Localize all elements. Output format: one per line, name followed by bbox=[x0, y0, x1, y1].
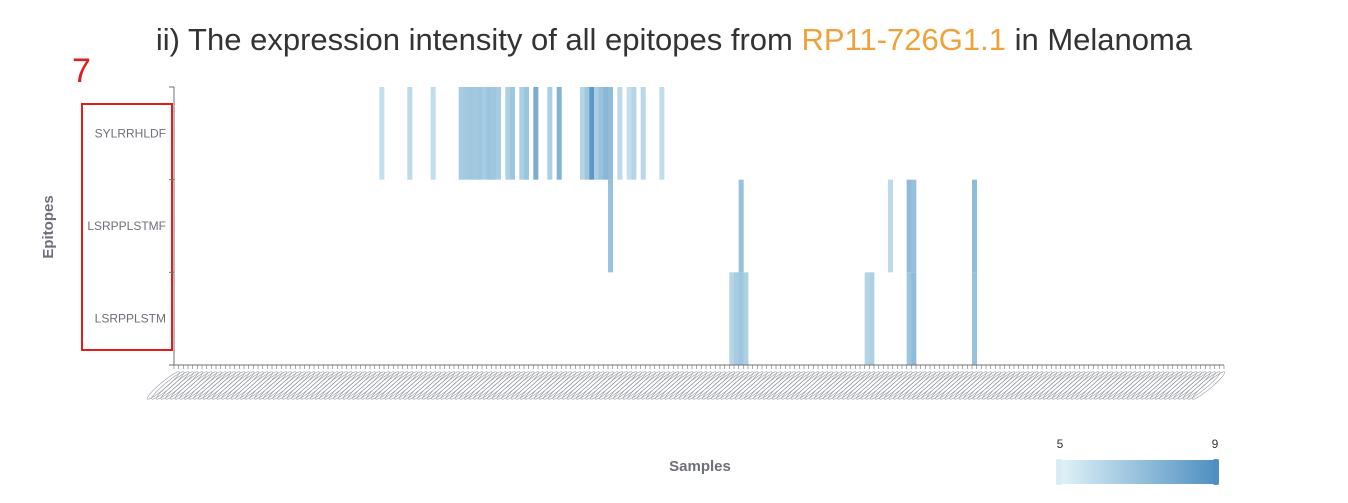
heatmap-cell[interactable] bbox=[869, 272, 875, 365]
heatmap-cell[interactable] bbox=[729, 272, 735, 365]
heatmap-cell[interactable] bbox=[580, 87, 586, 180]
heatmap-cell[interactable] bbox=[496, 87, 502, 180]
heatmap-cell[interactable] bbox=[911, 179, 917, 273]
heatmap-cell[interactable] bbox=[468, 87, 474, 180]
visual-map-min-label: 5 bbox=[1057, 437, 1064, 451]
x-axis-title: Samples bbox=[669, 458, 731, 475]
title-suffix: in Melanoma bbox=[1005, 22, 1193, 57]
heatmap-cell[interactable] bbox=[911, 272, 917, 365]
title-gene: RP11-726G1.1 bbox=[801, 22, 1006, 57]
heatmap-cell[interactable] bbox=[603, 87, 609, 180]
x-axis-label-glyph bbox=[1192, 371, 1226, 400]
heatmap-cell[interactable] bbox=[594, 87, 600, 180]
heatmap-cell[interactable] bbox=[458, 87, 464, 180]
heatmap-cell[interactable] bbox=[547, 87, 553, 180]
heatmap-cell[interactable] bbox=[906, 272, 912, 365]
heatmap-cell[interactable] bbox=[631, 87, 637, 180]
y-axis-label: LSRPPLSTMF bbox=[87, 219, 166, 233]
title-prefix: ii) The expression intensity of all epit… bbox=[155, 22, 802, 57]
heatmap-cell[interactable] bbox=[738, 272, 744, 365]
annotation-marker: 7 bbox=[72, 52, 91, 90]
annotation-box bbox=[81, 103, 173, 351]
heatmap-cell[interactable] bbox=[626, 87, 632, 180]
heatmap-cell[interactable] bbox=[598, 87, 604, 180]
heatmap-cell[interactable] bbox=[510, 87, 516, 180]
heatmap-cell[interactable] bbox=[584, 87, 590, 180]
heatmap-cell[interactable] bbox=[486, 87, 492, 180]
heatmap-cell[interactable] bbox=[482, 87, 488, 180]
x-axis-ticks bbox=[146, 365, 1226, 400]
heatmap-cell[interactable] bbox=[659, 87, 665, 180]
heatmap-cell[interactable] bbox=[519, 87, 525, 180]
heatmap-cell[interactable] bbox=[608, 87, 614, 180]
heatmap-cell[interactable] bbox=[533, 87, 539, 180]
heatmap-cell[interactable] bbox=[608, 179, 614, 273]
heatmap-cell[interactable] bbox=[379, 87, 385, 180]
visual-map-min-handle[interactable] bbox=[1056, 459, 1062, 485]
heatmap-cell[interactable] bbox=[738, 179, 744, 273]
visual-map-max-handle[interactable] bbox=[1213, 459, 1219, 485]
heatmap-cell[interactable] bbox=[640, 87, 646, 180]
heatmap-cell[interactable] bbox=[524, 87, 530, 180]
heatmap-cell[interactable] bbox=[972, 179, 978, 273]
heatmap-cell[interactable] bbox=[491, 87, 497, 180]
heatmap-cell[interactable] bbox=[589, 87, 595, 180]
axes: LSRPPLSTM LSRPPLSTMF SYLRRHLDF bbox=[87, 86, 1224, 366]
heatmap-cell[interactable] bbox=[906, 179, 912, 273]
heatmap-cell[interactable] bbox=[556, 87, 562, 180]
heatmap-cell[interactable] bbox=[888, 179, 894, 273]
y-axis-label: LSRPPLSTM bbox=[95, 312, 166, 326]
visual-map-bar bbox=[1059, 460, 1217, 484]
heatmap-cell[interactable] bbox=[864, 272, 870, 365]
chart-title: ii) The expression intensity of all epit… bbox=[0, 22, 1348, 58]
y-axis-title: Epitopes bbox=[40, 195, 57, 258]
heatmap-cell[interactable] bbox=[477, 87, 483, 180]
x-axis-label-glyph bbox=[1187, 371, 1221, 400]
heatmap-cells bbox=[379, 87, 978, 365]
heatmap-cell[interactable] bbox=[463, 87, 469, 180]
heatmap-cell[interactable] bbox=[407, 87, 413, 180]
heatmap-cell[interactable] bbox=[505, 87, 511, 180]
visual-map-max-label: 9 bbox=[1212, 437, 1219, 451]
heatmap-cell[interactable] bbox=[743, 272, 749, 365]
heatmap-cell[interactable] bbox=[617, 87, 623, 180]
y-axis-label: SYLRRHLDF bbox=[95, 126, 166, 140]
heatmap-cell[interactable] bbox=[972, 272, 978, 365]
visual-map: 5 9 bbox=[1056, 437, 1219, 485]
heatmap-cell[interactable] bbox=[472, 87, 478, 180]
heatmap-cell[interactable] bbox=[734, 272, 740, 365]
heatmap-cell[interactable] bbox=[430, 87, 436, 180]
